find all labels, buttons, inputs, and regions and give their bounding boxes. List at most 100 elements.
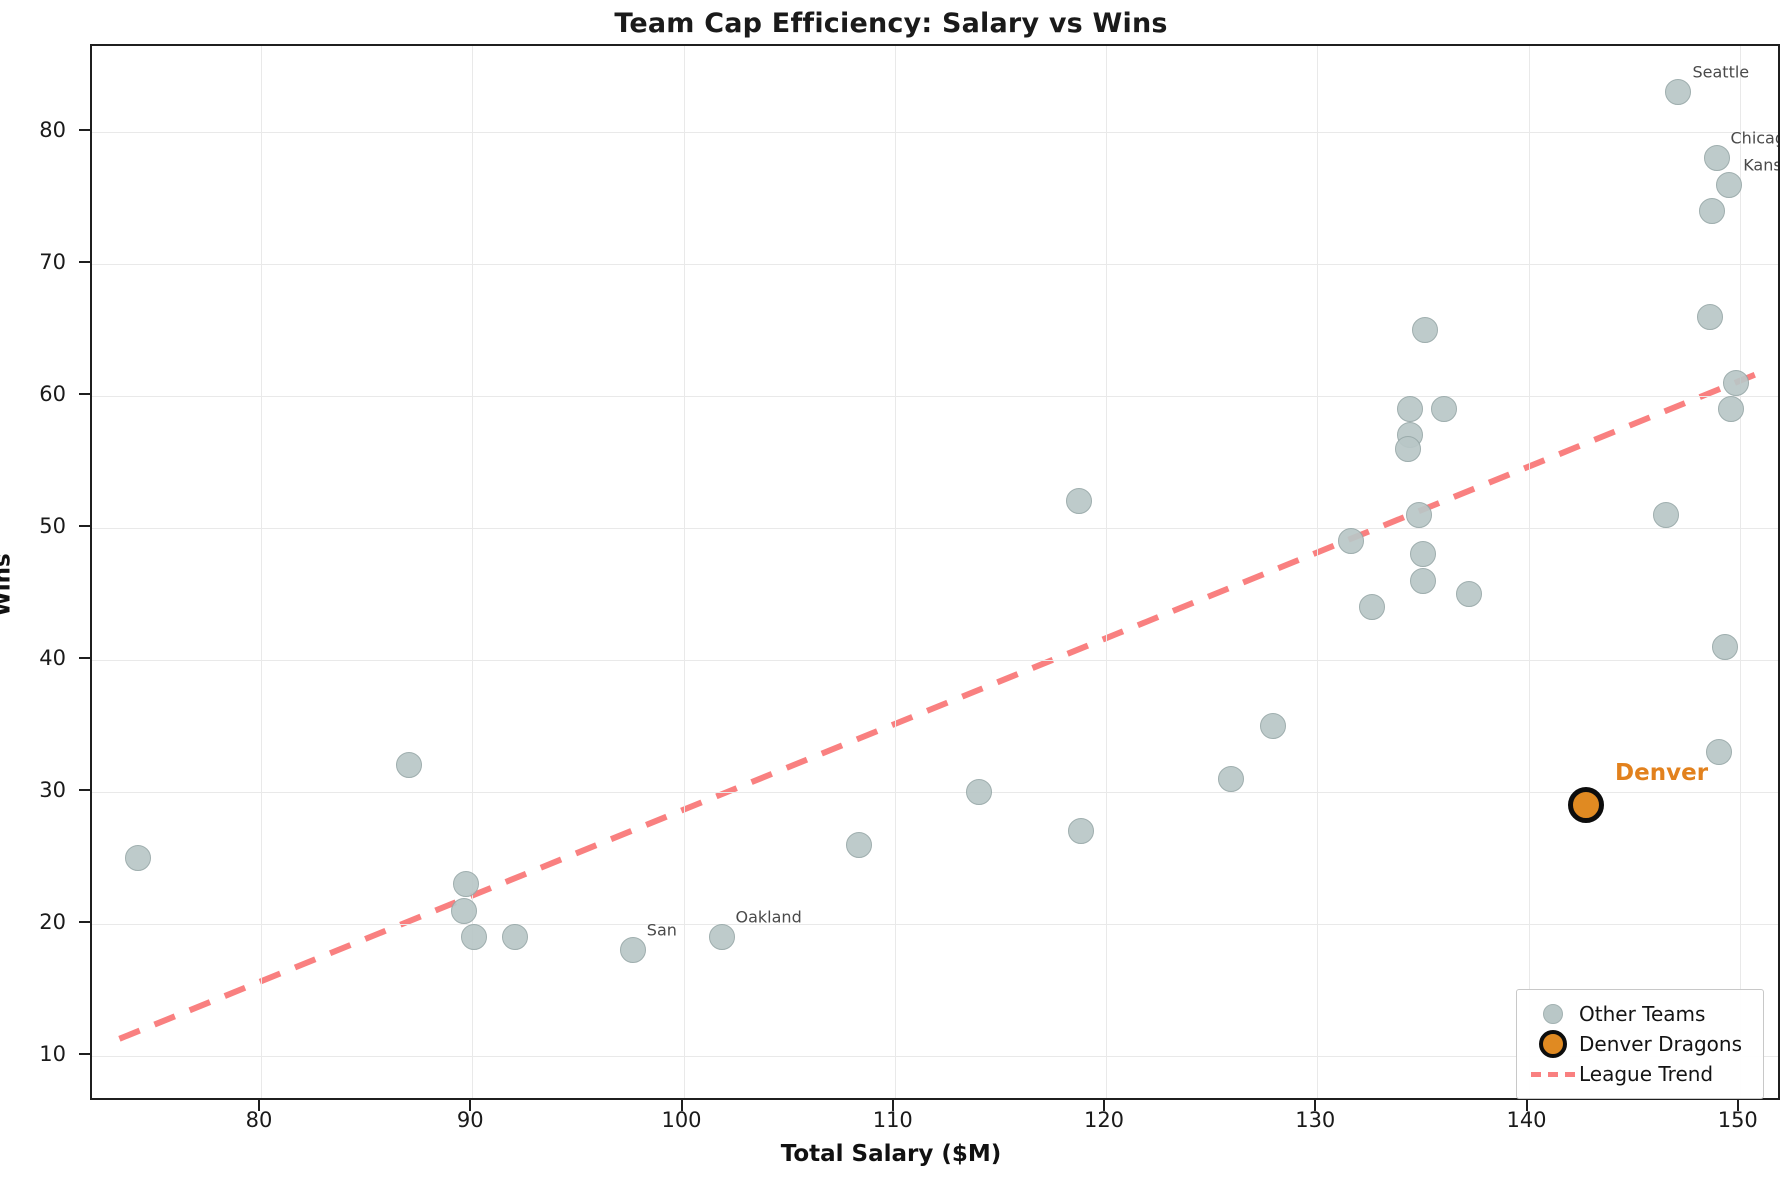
x-tick-label: 130: [1295, 1108, 1336, 1132]
data-point[interactable]: [1703, 145, 1730, 172]
y-tick-mark: [79, 260, 90, 263]
x-tick-mark: [258, 1100, 260, 1111]
data-point[interactable]: [1665, 79, 1692, 106]
data-point[interactable]: [1697, 303, 1724, 330]
plot-area: San Oakland Seattle Chicago Kansas Denver: [90, 44, 1780, 1100]
x-tick-label: 110: [872, 1108, 913, 1132]
y-tick-mark: [79, 524, 90, 527]
data-point[interactable]: [1718, 396, 1745, 422]
data-point[interactable]: [1705, 739, 1732, 766]
gridline-vertical: [1106, 46, 1107, 1098]
data-point[interactable]: [501, 924, 528, 950]
data-point-label: Denver: [1615, 760, 1709, 786]
data-point[interactable]: [619, 937, 646, 964]
data-point[interactable]: [1397, 396, 1424, 422]
gridline-horizontal: [92, 527, 1778, 529]
data-point-label: Oakland: [735, 907, 802, 927]
data-point[interactable]: [1359, 594, 1386, 620]
gridline-horizontal: [92, 131, 1778, 133]
gridline-vertical: [1739, 46, 1741, 1098]
data-point[interactable]: [452, 871, 479, 898]
chart-legend[interactable]: Other Teams Denver Dragons League Trend: [1516, 989, 1764, 1099]
y-tick-mark: [79, 128, 90, 131]
legend-item-league-trend[interactable]: League Trend: [1527, 1059, 1751, 1089]
y-tick-mark: [79, 788, 90, 791]
x-axis-label: Total Salary ($M): [780, 1141, 1002, 1167]
y-tick-mark: [79, 392, 90, 395]
legend-label-league-trend: League Trend: [1579, 1062, 1714, 1086]
data-point[interactable]: [1259, 712, 1286, 739]
gridline-vertical: [683, 46, 685, 1098]
data-point[interactable]: [1405, 501, 1432, 528]
gridline-horizontal: [92, 791, 1778, 793]
data-point[interactable]: [966, 778, 993, 805]
data-point[interactable]: [1411, 316, 1438, 343]
data-point[interactable]: [461, 924, 488, 950]
data-point-denver[interactable]: [1567, 787, 1604, 823]
x-tick-label: 100: [661, 1108, 702, 1132]
data-point[interactable]: [1065, 488, 1092, 515]
x-tick-mark: [680, 1100, 683, 1111]
legend-item-other-teams[interactable]: Other Teams: [1527, 999, 1751, 1029]
gridline-vertical: [1528, 46, 1530, 1098]
y-tick-mark: [79, 656, 90, 659]
legend-swatch-other-teams-icon: [1527, 1004, 1579, 1024]
gridline-vertical: [894, 46, 896, 1098]
data-point[interactable]: [1699, 198, 1726, 224]
data-point-label: Chicago: [1730, 128, 1779, 148]
x-tick-label: 140: [1506, 1108, 1547, 1132]
data-point[interactable]: [1711, 633, 1738, 660]
data-point[interactable]: [125, 844, 152, 871]
gridline-horizontal: [92, 395, 1778, 397]
data-point-label: Kansas: [1743, 155, 1778, 175]
data-point[interactable]: [1338, 528, 1365, 554]
x-tick-label: 150: [1717, 1108, 1758, 1132]
x-tick-mark: [1525, 1100, 1528, 1111]
y-tick-label: 30: [39, 777, 66, 802]
y-tick-label: 10: [39, 1041, 66, 1066]
y-tick-mark: [79, 1052, 90, 1055]
gridline-horizontal: [92, 659, 1778, 661]
chart-title: Team Cap Efficiency: Salary vs Wins: [614, 8, 1168, 39]
x-tick-label: 90: [456, 1108, 484, 1132]
x-tick-mark: [1314, 1100, 1317, 1111]
legend-label-denver-dragons: Denver Dragons: [1579, 1032, 1743, 1056]
data-point[interactable]: [1395, 435, 1422, 462]
x-tick-mark: [1103, 1100, 1105, 1111]
legend-swatch-league-trend-icon: [1527, 1071, 1579, 1077]
gridline-horizontal: [92, 923, 1778, 925]
data-point[interactable]: [845, 831, 872, 858]
legend-item-denver-dragons[interactable]: Denver Dragons: [1527, 1029, 1751, 1059]
y-axis-label: Wins: [0, 553, 16, 617]
y-tick-label: 20: [39, 909, 66, 934]
data-point[interactable]: [395, 752, 422, 779]
y-tick-label: 60: [39, 381, 66, 406]
y-tick-label: 80: [39, 117, 66, 142]
legend-swatch-denver-dragons-icon: [1527, 1030, 1579, 1058]
x-tick-mark: [891, 1100, 894, 1111]
data-point[interactable]: [1431, 396, 1457, 422]
gridline-vertical: [1317, 46, 1319, 1098]
data-point[interactable]: [1652, 501, 1679, 528]
data-point-label: Seattle: [1692, 62, 1750, 82]
data-point[interactable]: [1409, 567, 1436, 594]
gridline-vertical: [472, 46, 474, 1098]
data-point[interactable]: [1067, 818, 1094, 845]
data-point[interactable]: [1716, 171, 1743, 198]
data-point-label: San: [646, 920, 677, 940]
data-point[interactable]: [1217, 765, 1244, 792]
gridline-horizontal: [92, 1055, 1778, 1057]
data-point[interactable]: [1456, 580, 1483, 607]
data-point[interactable]: [1722, 369, 1749, 396]
gridline-horizontal: [92, 263, 1778, 265]
data-point[interactable]: [1409, 541, 1436, 568]
gridline-vertical: [261, 46, 262, 1098]
data-point[interactable]: [450, 897, 477, 924]
y-tick-label: 40: [39, 645, 66, 670]
x-tick-label: 80: [245, 1108, 273, 1132]
legend-label-other-teams: Other Teams: [1579, 1002, 1706, 1026]
trend-line: [118, 371, 1756, 1042]
data-point[interactable]: [708, 924, 735, 950]
y-tick-label: 50: [39, 513, 66, 538]
